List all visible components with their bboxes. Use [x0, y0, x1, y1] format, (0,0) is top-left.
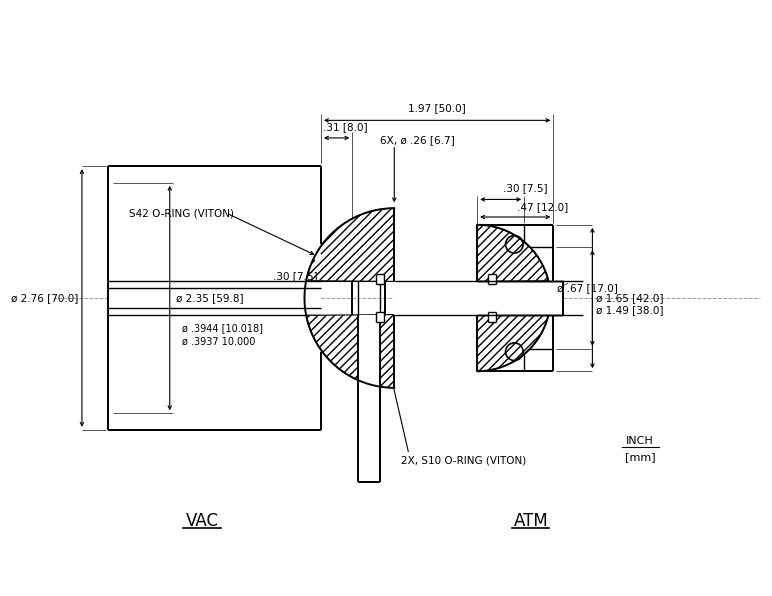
Text: .31 [8.0]: .31 [8.0]	[323, 122, 367, 132]
Text: 1.97 [50.0]: 1.97 [50.0]	[408, 104, 466, 113]
Text: ø 2.76 [70.0]: ø 2.76 [70.0]	[11, 293, 78, 303]
Text: S42 O-RING (VITON): S42 O-RING (VITON)	[129, 208, 234, 218]
Polygon shape	[394, 281, 563, 315]
Text: INCH: INCH	[626, 436, 654, 445]
Polygon shape	[477, 315, 548, 371]
Text: ø .67 [17.0]: ø .67 [17.0]	[557, 283, 618, 293]
Text: ø 1.49 [38.0]: ø 1.49 [38.0]	[596, 305, 664, 315]
Polygon shape	[306, 315, 394, 388]
Text: .30 [7.5]: .30 [7.5]	[273, 272, 317, 281]
Polygon shape	[352, 261, 384, 281]
Polygon shape	[477, 281, 554, 315]
Text: .47 [12.0]: .47 [12.0]	[517, 202, 568, 212]
Polygon shape	[108, 166, 321, 430]
Text: 2X, S10 O-RING (VITON): 2X, S10 O-RING (VITON)	[401, 455, 527, 465]
Polygon shape	[376, 312, 384, 322]
Text: ø .3937 10.000: ø .3937 10.000	[182, 337, 256, 347]
Polygon shape	[477, 225, 548, 281]
Text: 6X, ø .26 [6.7]: 6X, ø .26 [6.7]	[380, 135, 455, 145]
Text: ø .3944 [10.018]: ø .3944 [10.018]	[182, 324, 263, 333]
Text: VAC: VAC	[185, 511, 218, 529]
Text: ø 1.65 [42.0]: ø 1.65 [42.0]	[596, 293, 664, 303]
Text: [mm]: [mm]	[625, 452, 655, 462]
Text: ATM: ATM	[513, 511, 548, 529]
Polygon shape	[376, 274, 384, 284]
Polygon shape	[358, 315, 380, 482]
Polygon shape	[315, 254, 321, 261]
Polygon shape	[321, 315, 352, 352]
Polygon shape	[352, 315, 384, 335]
Polygon shape	[488, 274, 496, 284]
Text: ø 2.35 [59.8]: ø 2.35 [59.8]	[175, 293, 243, 303]
Polygon shape	[321, 244, 352, 281]
Text: .30 [7.5]: .30 [7.5]	[503, 184, 547, 194]
Polygon shape	[488, 312, 496, 322]
Polygon shape	[306, 208, 394, 281]
